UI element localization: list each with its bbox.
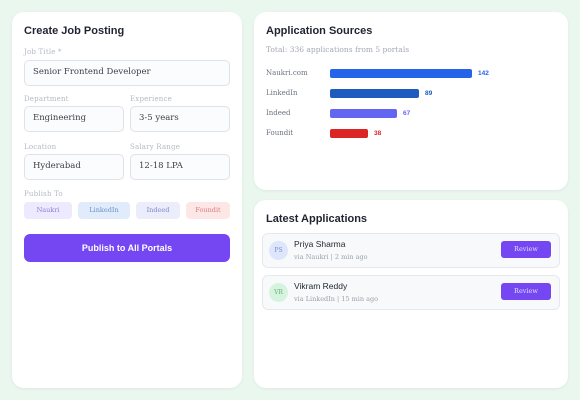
experience-label: Experience xyxy=(130,95,172,103)
review-button[interactable]: Review xyxy=(501,283,551,300)
source-label: LinkedIn xyxy=(266,89,298,97)
source-bar xyxy=(330,89,419,98)
source-value: 38 xyxy=(374,130,382,137)
portal-chip-linkedin[interactable]: LinkedIn xyxy=(78,202,130,219)
publish-button[interactable]: Publish to All Portals xyxy=(24,234,230,262)
latest-applications-title: Latest Applications xyxy=(266,213,368,225)
salary-label: Salary Range xyxy=(130,143,181,151)
applicant-name: Priya Sharma xyxy=(294,239,346,249)
source-label: Indeed xyxy=(266,109,291,117)
salary-field[interactable]: 12-18 LPA xyxy=(130,154,230,180)
source-value: 89 xyxy=(425,90,433,97)
application-sources-title: Application Sources xyxy=(266,25,373,37)
review-button[interactable]: Review xyxy=(501,241,551,258)
create-job-title: Create Job Posting xyxy=(24,25,125,37)
location-field[interactable]: Hyderabad xyxy=(24,154,124,180)
publish-to-label: Publish To xyxy=(24,190,63,198)
applicant-meta: via LinkedIn | 15 min ago xyxy=(294,295,379,303)
source-value: 67 xyxy=(403,110,411,117)
experience-field[interactable]: 3-5 years xyxy=(130,106,230,132)
source-value: 142 xyxy=(478,70,489,77)
source-label: Foundit xyxy=(266,129,294,137)
source-label: Naukri.com xyxy=(266,69,308,77)
source-bar xyxy=(330,69,472,78)
source-bar xyxy=(330,129,368,138)
department-field[interactable]: Engineering xyxy=(24,106,124,132)
application-sources-subtitle: Total: 336 applications from 5 portals xyxy=(266,45,410,54)
job-title-label: Job Title * xyxy=(24,48,62,56)
avatar: PS xyxy=(269,241,288,260)
applicant-meta: via Naukri | 2 min ago xyxy=(294,253,368,261)
portal-chip-naukri[interactable]: Naukri xyxy=(24,202,72,219)
applicant-name: Vikram Reddy xyxy=(294,281,348,291)
portal-chip-indeed[interactable]: Indeed xyxy=(136,202,180,219)
application-row[interactable]: PS Priya Sharma via Naukri | 2 min ago R… xyxy=(262,233,560,268)
portal-chip-foundit[interactable]: Foundit xyxy=(186,202,230,219)
job-title-field[interactable]: Senior Frontend Developer xyxy=(24,60,230,86)
application-sources-card xyxy=(254,12,568,190)
avatar: VR xyxy=(269,283,288,302)
department-label: Department xyxy=(24,95,69,103)
source-bar xyxy=(330,109,397,118)
location-label: Location xyxy=(24,143,57,151)
application-row[interactable]: VR Vikram Reddy via LinkedIn | 15 min ag… xyxy=(262,275,560,310)
